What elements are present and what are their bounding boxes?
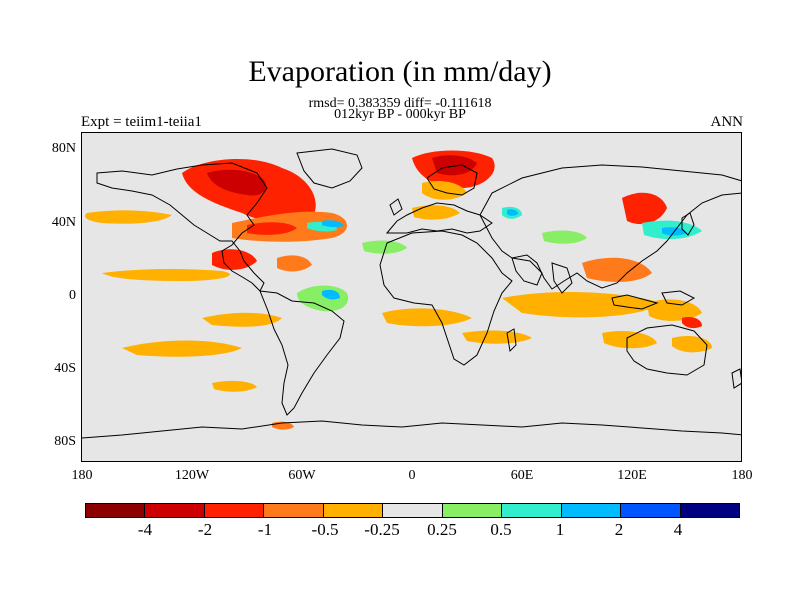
- coastlines: [82, 148, 741, 439]
- colorbar-label: -1: [257, 520, 273, 539]
- anomaly-patches: [85, 150, 712, 430]
- lat-label-40n: 40N: [51, 215, 76, 230]
- colorbar-label: -0.25: [364, 520, 400, 539]
- colorbar-label: 2: [614, 520, 624, 539]
- colorbar-label: -4: [137, 520, 153, 539]
- colorbar-swatch: [621, 504, 681, 517]
- colorbar-swatch: [502, 504, 562, 517]
- lat-label-80n: 80N: [51, 141, 76, 156]
- lat-label-0: 0: [69, 288, 76, 303]
- colorbar-swatch: [680, 504, 739, 517]
- colorbar-label: 0.25: [427, 520, 457, 539]
- colorbar-swatch: [86, 504, 146, 517]
- colorbar: [85, 503, 740, 518]
- chart-title: Evaporation (in mm/day): [248, 55, 552, 88]
- lon-label-120e: 120E: [617, 468, 647, 483]
- map-svg: [82, 148, 741, 439]
- period-subtitle: 012kyr BP - 000kyr BP: [334, 107, 466, 122]
- lon-label-180w: 180: [71, 468, 93, 483]
- lon-label-120w: 120W: [174, 468, 210, 483]
- colorbar-swatch: [145, 504, 205, 517]
- colorbar-swatch: [323, 504, 384, 517]
- colorbar-swatch: [383, 504, 443, 517]
- season-label: ANN: [710, 114, 744, 130]
- colorbar-label: 1: [555, 520, 565, 539]
- colorbar-swatch: [561, 504, 622, 517]
- lon-label-0: 0: [408, 468, 416, 483]
- lon-label-60w: 60W: [288, 468, 316, 483]
- colorbar-swatch: [264, 504, 324, 517]
- colorbar-label: -2: [197, 520, 213, 539]
- lon-label-60e: 60E: [510, 468, 534, 483]
- lon-label-180e: 180: [731, 468, 753, 483]
- lat-label-40s: 40S: [54, 361, 76, 376]
- evaporation-map: [81, 132, 742, 462]
- colorbar-label: 0.5: [490, 520, 512, 539]
- stats-subtitle: rmsd= 0.383359 diff= -0.111618: [308, 96, 492, 111]
- colorbar-swatch: [204, 504, 265, 517]
- colorbar-swatch: [442, 504, 503, 517]
- colorbar-label: -0.5: [311, 520, 339, 539]
- lat-label-80s: 80S: [54, 434, 76, 449]
- experiment-label: Expt = teiim1-teiia1: [81, 114, 202, 130]
- colorbar-label: 4: [673, 520, 683, 539]
